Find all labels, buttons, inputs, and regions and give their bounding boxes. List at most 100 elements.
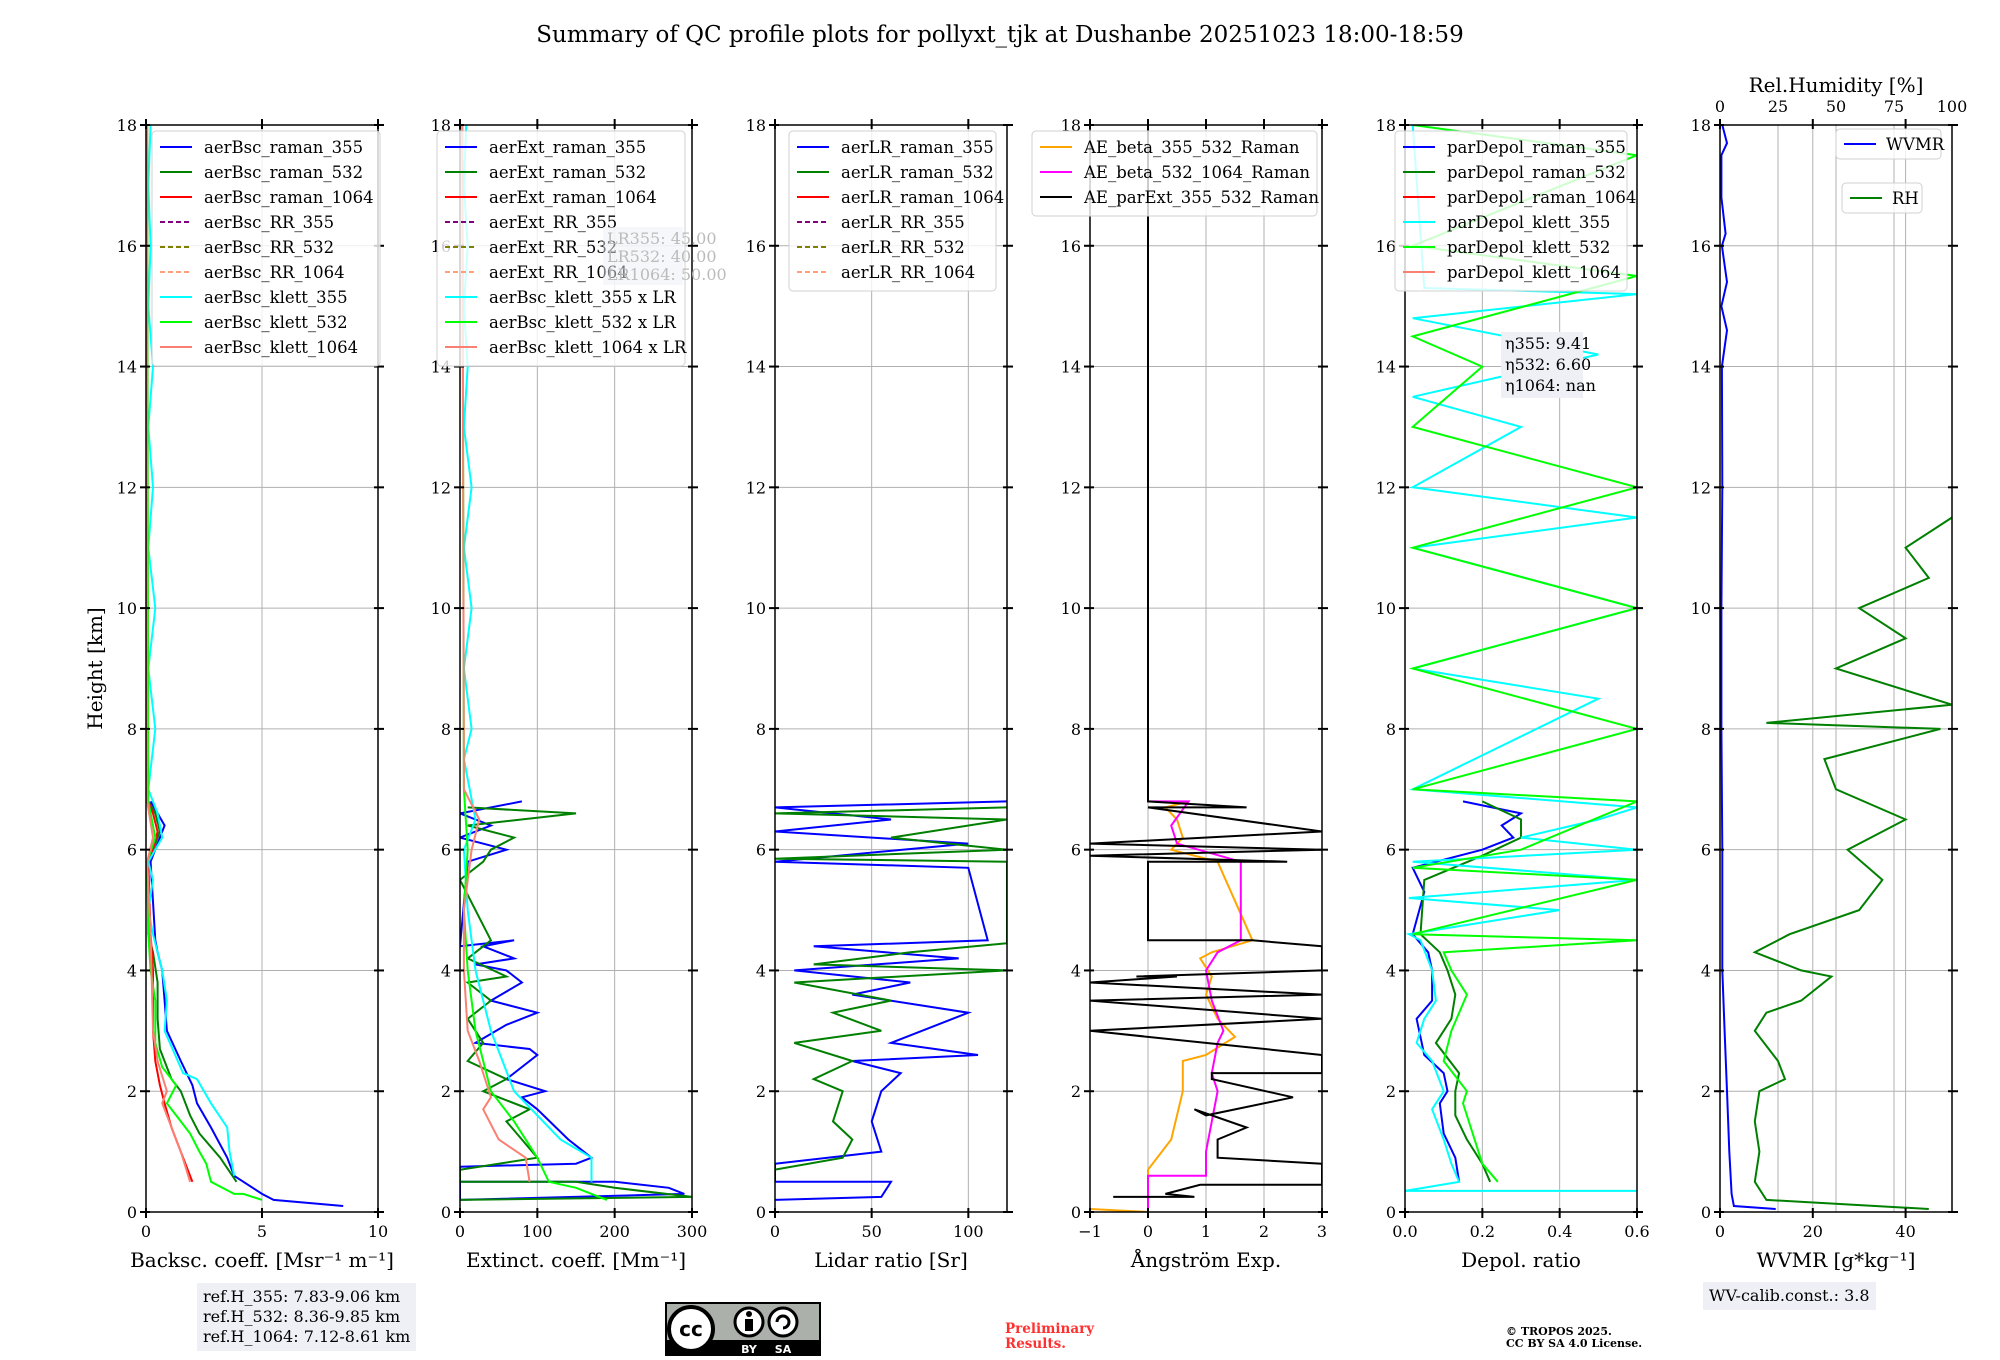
ref-h-355: ref.H_355: 7.83-9.06 km xyxy=(203,1287,401,1306)
y-tick-label: 12 xyxy=(746,478,766,497)
ref-h-1064: ref.H_1064: 7.12-8.61 km xyxy=(203,1327,411,1346)
legend-box xyxy=(1394,130,1628,292)
y-tick-label: 18 xyxy=(117,116,137,135)
legend-entry: AE_beta_532_1064_Raman xyxy=(1083,163,1310,182)
annotation-box xyxy=(1501,332,1583,398)
series-line-aerLR_raman_532 xyxy=(775,806,1007,1171)
series-group xyxy=(1720,125,1952,1210)
x-tick-label: 0 xyxy=(1715,1222,1725,1241)
preliminary-line-2: Results. xyxy=(1005,1336,1066,1352)
legend-entry: WVMR xyxy=(1886,135,1945,154)
x-tick-label: 50 xyxy=(861,1222,881,1241)
copyright-notice: © TROPOS 2025. CC BY SA 4.0 License. xyxy=(1506,1326,1642,1350)
x-tick-label: 20 xyxy=(1803,1222,1823,1241)
copyright-line-2: CC BY SA 4.0 License. xyxy=(1506,1337,1643,1350)
x-tick-label: 300 xyxy=(677,1222,708,1241)
annotation-text: LR1064: 50.00 xyxy=(607,265,727,284)
cc-by-sa-icon: cc BY SA xyxy=(665,1302,821,1356)
legend-entry: aerLR_raman_1064 xyxy=(841,188,1004,207)
legend-entry: AE_beta_355_532_Raman xyxy=(1083,138,1300,157)
y-tick-label: 4 xyxy=(1701,961,1711,980)
series-group xyxy=(146,125,344,1207)
axes-frame xyxy=(459,124,693,1213)
y-tick-label: 10 xyxy=(117,599,137,618)
x-tick-label: 0 xyxy=(141,1222,151,1241)
y-tick-label: 4 xyxy=(127,961,137,980)
y-tick-label: 4 xyxy=(756,961,766,980)
legend-entry: aerExt_raman_532 xyxy=(489,163,646,182)
annotation-text: LR355: 45.00 xyxy=(607,229,717,248)
legend-entry: parDepol_raman_355 xyxy=(1447,138,1626,157)
annotation-text: η355: 9.41 xyxy=(1505,334,1591,353)
legend-entry: parDepol_raman_1064 xyxy=(1447,188,1636,207)
panel-lidar-ratio: 0 2 4 6 8 10 12 14 16 18 0 50 100 Lidar ratio [Sr] aer… xyxy=(746,116,1013,1272)
x-tick-label: 200 xyxy=(599,1222,630,1241)
y-tick-label: 6 xyxy=(1701,841,1711,860)
wv-calibration-box: WV-calib.const.: 3.8 xyxy=(1703,1282,1876,1310)
legend-entry: aerBsc_raman_532 xyxy=(204,163,363,182)
y-tick-label: 12 xyxy=(1376,478,1396,497)
series-line-aerLR_raman_355 xyxy=(775,800,1007,1201)
legend-entry: aerBsc_RR_355 xyxy=(204,213,334,232)
x-tick-label: 0 xyxy=(455,1222,465,1241)
preliminary-line-1: Preliminary xyxy=(1005,1321,1095,1337)
legend-entry: aerExt_RR_532 xyxy=(489,238,617,257)
y-tick-label: 4 xyxy=(1071,961,1081,980)
legend-entry: parDepol_klett_355 xyxy=(1447,213,1610,232)
series-group xyxy=(1090,125,1322,1212)
series-line-parDepol_raman_532 xyxy=(1419,800,1522,1183)
y-tick-label: 16 xyxy=(746,237,766,256)
license-sa-label: SA xyxy=(775,1343,792,1356)
y-tick-label: 0 xyxy=(127,1203,137,1222)
legend-box xyxy=(1031,130,1318,217)
copyright-line-1: © TROPOS 2025. xyxy=(1506,1325,1612,1338)
y-tick-label: 14 xyxy=(1376,358,1396,377)
y-tick-label: 4 xyxy=(441,961,451,980)
reference-height-box: ref.H_355: 7.83-9.06 km ref.H_532: 8.36-… xyxy=(197,1283,417,1351)
x-tick-label: 1 xyxy=(1201,1222,1211,1241)
series-line-aerBsc_raman_355 xyxy=(149,800,344,1207)
y-tick-label: 2 xyxy=(441,1082,451,1101)
x-top-tick-label: 0 xyxy=(1715,97,1725,116)
y-tick-label: 10 xyxy=(431,599,451,618)
series-group xyxy=(775,800,1007,1201)
y-tick-label: 2 xyxy=(756,1082,766,1101)
ref-h-532: ref.H_532: 8.36-9.85 km xyxy=(203,1307,401,1326)
legend-entry: aerExt_RR_355 xyxy=(489,213,617,232)
x-tick-label: 3 xyxy=(1317,1222,1327,1241)
series-line-AE_beta_355_532_Raman xyxy=(1090,800,1254,1212)
x-axis-label: Lidar ratio [Sr] xyxy=(814,1248,968,1272)
y-tick-label: 6 xyxy=(756,841,766,860)
x-tick-label: 0.2 xyxy=(1470,1222,1495,1241)
y-tick-label: 6 xyxy=(1386,841,1396,860)
y-tick-label: 6 xyxy=(441,841,451,860)
x-tick-label: 10 xyxy=(368,1222,388,1241)
y-tick-label: 0 xyxy=(441,1203,451,1222)
y-tick-label: 14 xyxy=(746,358,766,377)
series-line-aerBsc_raman_532 xyxy=(147,800,238,1183)
x-tick-label: 0 xyxy=(1143,1222,1153,1241)
series-group xyxy=(1405,125,1637,1192)
x-axis-label: Backsc. coeff. [Msr⁻¹ m⁻¹] xyxy=(130,1248,394,1272)
legend-entry: AE_parExt_355_532_Raman xyxy=(1083,188,1319,207)
x-axis-label: Ångström Exp. xyxy=(1130,1247,1281,1272)
y-tick-label: 0 xyxy=(1701,1203,1711,1222)
y-tick-label: 16 xyxy=(117,237,137,256)
y-tick-label: 18 xyxy=(1691,116,1711,135)
annotation-text: η532: 6.60 xyxy=(1505,355,1591,374)
legend-entry: RH xyxy=(1892,189,1919,208)
series-line-aerBsc_klett_1064 x LR xyxy=(461,125,531,1182)
x-tick-label: 2 xyxy=(1259,1222,1269,1241)
y-tick-label: 12 xyxy=(117,478,137,497)
y-tick-label: 16 xyxy=(1061,237,1081,256)
annotation-box xyxy=(603,227,683,285)
legend-entry: parDepol_klett_532 xyxy=(1447,238,1610,257)
y-tick-label: 18 xyxy=(746,116,766,135)
legend-entry: aerBsc_klett_355 xyxy=(204,288,348,307)
y-tick-label: 8 xyxy=(441,720,451,739)
y-tick-label: 2 xyxy=(1071,1082,1081,1101)
legend-entry: aerBsc_RR_532 xyxy=(204,238,334,257)
x-tick-label: 5 xyxy=(257,1222,267,1241)
